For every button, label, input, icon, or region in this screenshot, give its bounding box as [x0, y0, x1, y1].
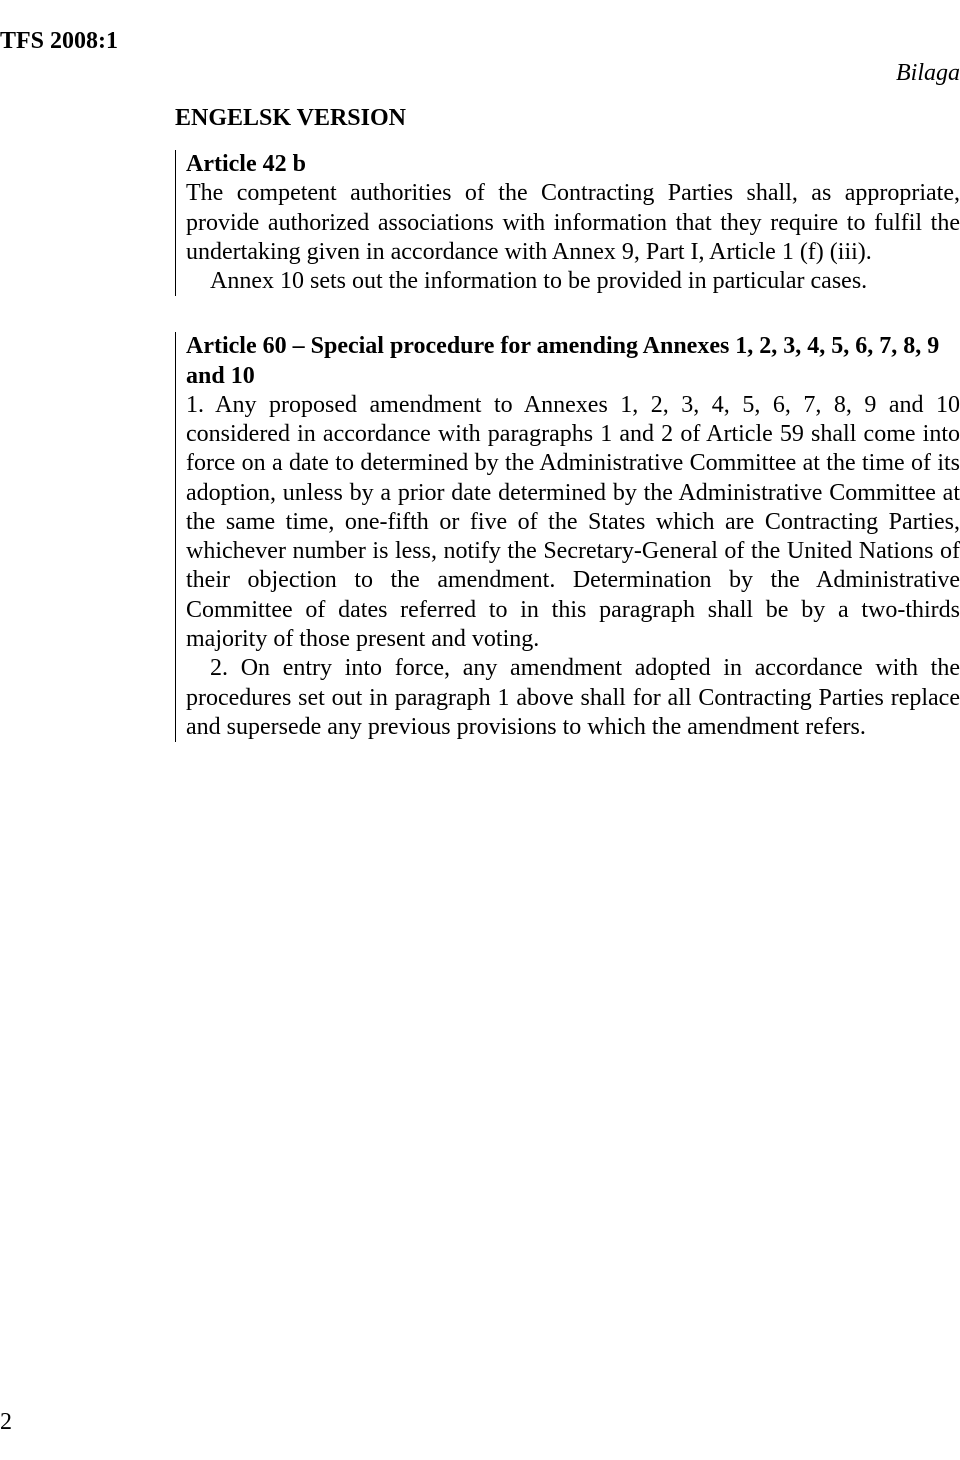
article-60-block: Article 60 – Special procedure for amend…	[175, 332, 960, 742]
header-left: TFS 2008:1	[0, 28, 118, 55]
section-title: ENGELSK VERSION	[175, 105, 960, 132]
content-area: ENGELSK VERSION Article 42 b The compete…	[175, 105, 960, 778]
article-42b-block: Article 42 b The competent authorities o…	[175, 150, 960, 296]
article-42b-heading: Article 42 b	[186, 150, 960, 179]
header-right: Bilaga	[896, 60, 960, 87]
article-60-para2: 2. On entry into force, any amendment ad…	[186, 654, 960, 742]
article-42b-para2: Annex 10 sets out the information to be …	[186, 267, 960, 296]
article-60-para1: 1. Any proposed amendment to Annexes 1, …	[186, 391, 960, 654]
article-60-heading: Article 60 – Special procedure for amend…	[186, 332, 960, 391]
article-42b-para1: The competent authorities of the Contrac…	[186, 179, 960, 267]
page: TFS 2008:1 Bilaga ENGELSK VERSION Articl…	[0, 0, 960, 1460]
page-number: 2	[0, 1409, 12, 1436]
